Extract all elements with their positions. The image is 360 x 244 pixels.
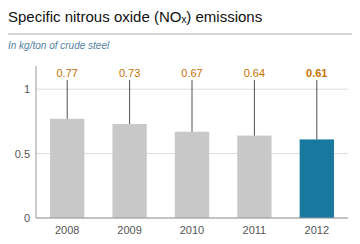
bar [237, 136, 271, 218]
bar [175, 132, 209, 218]
leader-line [129, 80, 130, 124]
x-axis: 2008 2009 2010 2011 2012 [55, 224, 329, 236]
bar [112, 124, 146, 218]
leader-line [254, 80, 255, 136]
data-label: 0.64 [244, 67, 265, 79]
title: Specific nitrous oxide (NOₓ) emissions [8, 8, 262, 25]
leader-line [192, 80, 193, 132]
y-tick-label: 0 [24, 212, 30, 224]
data-label: 0.67 [181, 67, 202, 79]
data-label: 0.61 [306, 67, 327, 79]
data-labels: 0.77 0.73 0.67 0.64 0.61 [56, 67, 327, 79]
y-axis-line [36, 66, 37, 218]
grid-line [36, 218, 348, 219]
y-axis: 00.51 [15, 83, 348, 224]
x-tick-label: 2008 [55, 224, 79, 236]
separator [8, 34, 352, 35]
subtitle: In kg/ton of crude steel [8, 40, 110, 51]
y-tick-label: 0.5 [15, 148, 30, 160]
leader-line [67, 80, 68, 119]
data-label: 0.77 [56, 67, 77, 79]
data-label: 0.73 [119, 67, 140, 79]
chart-container: Specific nitrous oxide (NOₓ) emissions In… [0, 0, 360, 244]
bar [50, 119, 84, 218]
leader-line [316, 80, 317, 139]
x-tick-label: 2009 [117, 224, 141, 236]
x-tick-label: 2011 [243, 224, 267, 236]
x-axis-line [36, 218, 348, 219]
chart-svg: Specific nitrous oxide (NOₓ) emissions In… [0, 0, 360, 244]
bars [50, 80, 334, 218]
bar [300, 139, 334, 218]
x-tick-label: 2010 [180, 224, 204, 236]
x-tick-label: 2012 [305, 224, 329, 236]
y-tick-label: 1 [24, 83, 30, 95]
